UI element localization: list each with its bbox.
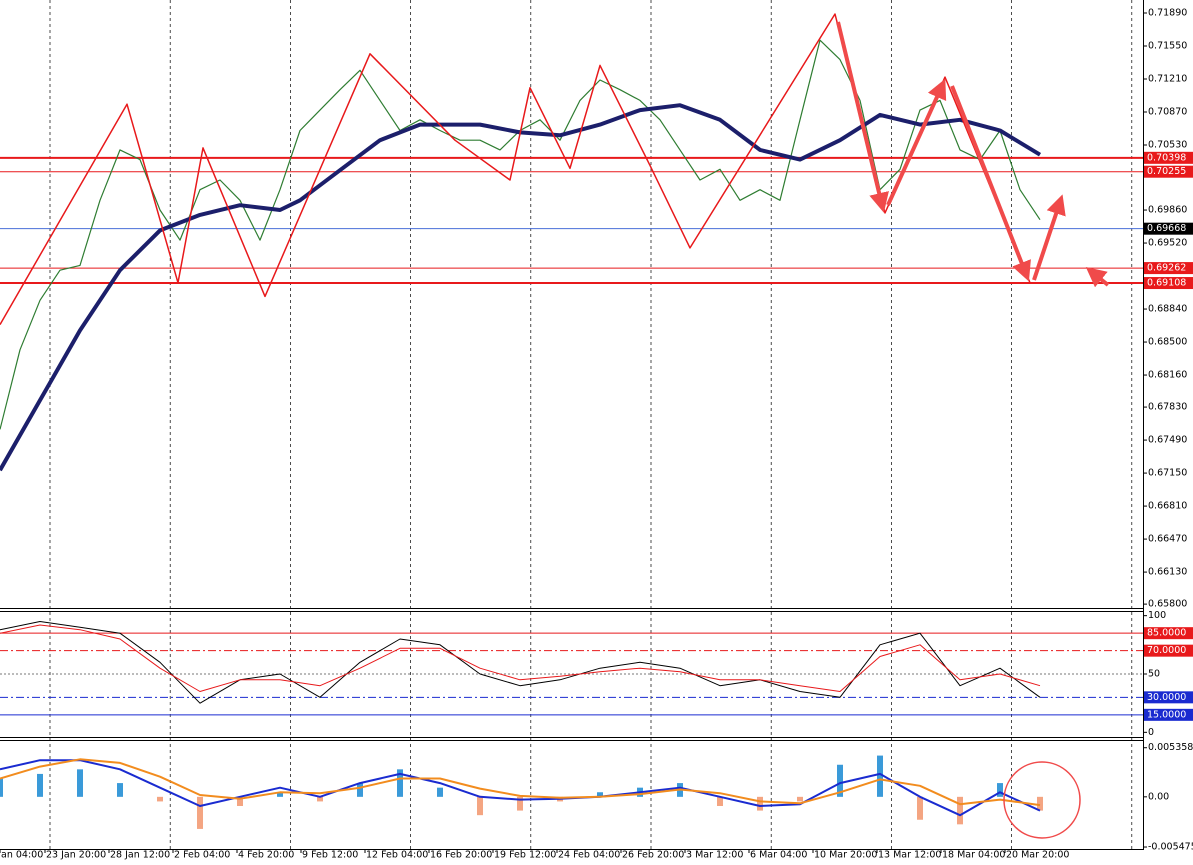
histogram-bar	[877, 755, 883, 797]
histogram-bar	[1037, 796, 1043, 811]
x-tick-label: 13 Mar 12:00	[878, 850, 941, 861]
arrow	[886, 78, 947, 206]
histogram-bar	[797, 796, 803, 802]
x-tick-label: 19 Feb 12:00	[494, 850, 556, 861]
histogram-bar	[437, 787, 443, 797]
histogram-bar	[917, 796, 923, 820]
series-line	[0, 758, 1041, 807]
level-label-box	[1144, 222, 1193, 235]
y-tick-label: 0.71890	[1148, 8, 1187, 19]
frame	[0, 0, 1144, 850]
histogram-bar	[957, 796, 963, 825]
histogram-bar	[237, 796, 243, 806]
level-label-box	[1144, 627, 1193, 640]
y-tick-label: 0.67830	[1148, 402, 1187, 413]
y-tick-label: -0.005475	[1148, 842, 1193, 853]
histogram-bar	[317, 796, 323, 802]
y-tick-label: 0.69520	[1148, 238, 1187, 249]
annotations	[836, 21, 1110, 288]
histogram-bar	[397, 769, 403, 797]
x-tick-label: 12 Feb 04:00	[366, 850, 428, 861]
y-tick-label: 0.71550	[1148, 41, 1187, 52]
series-line	[0, 759, 1041, 817]
x-tick-label: an 04:00	[1, 850, 43, 861]
level-label-box	[1144, 691, 1193, 704]
y-tick-label: 0.71210	[1148, 74, 1187, 85]
histogram-bar	[0, 778, 3, 797]
level-label: 0.69108	[1147, 278, 1186, 289]
y-tick-label: 0.65800	[1148, 599, 1187, 610]
level-label: 15.0000	[1147, 709, 1186, 720]
y-tick-label: 0.66810	[1148, 501, 1187, 512]
arrow	[1085, 266, 1110, 288]
x-tick-label: 20 Mar 20:00	[1006, 850, 1069, 861]
y-tick-label: 0	[1148, 727, 1154, 738]
histogram-bar	[757, 796, 763, 811]
x-tick-label: 4 Feb 20:00	[238, 850, 294, 861]
x-tick-label: 18 Mar 04:00	[942, 850, 1005, 861]
level-label: 85.0000	[1147, 628, 1186, 639]
x-tick-label: 6 Mar 04:00	[750, 850, 807, 861]
histogram-bar	[517, 796, 523, 811]
histogram-bar	[837, 764, 843, 797]
axes: 0.71890 0.71550 0.71210 0.70870 0.70530 0.698…	[0, 8, 1193, 861]
y-tick-label: 0.68840	[1148, 304, 1187, 315]
level-label: 0.70398	[1147, 152, 1186, 163]
y-tick-label: 0.00	[1148, 791, 1169, 802]
x-tick-label: 28 Jan 12:00	[110, 850, 170, 861]
y-tick-label: 100	[1148, 610, 1166, 621]
y-tick-label: 0.66470	[1148, 534, 1187, 545]
x-tick-label: 26 Feb 20:00	[622, 850, 684, 861]
histogram-bar	[997, 783, 1003, 797]
y-tick-label: 0.69860	[1148, 205, 1187, 216]
arrow	[950, 85, 1031, 282]
x-tick-label: 3 Mar 12:00	[686, 850, 743, 861]
x-tick-label: 16 Feb 20:00	[430, 850, 492, 861]
level-label-box	[1144, 644, 1193, 657]
level-label-box	[1144, 708, 1193, 721]
histogram-bar	[597, 792, 603, 797]
level-label: 70.0000	[1147, 645, 1186, 656]
level-label: 0.69668	[1147, 223, 1186, 234]
level-label-box	[1144, 277, 1193, 290]
histogram-bar	[357, 783, 363, 797]
level-label-box	[1144, 262, 1193, 275]
level-label-box	[1144, 151, 1193, 164]
y-tick-label: 0.68160	[1148, 370, 1187, 381]
highlight-circle	[1003, 761, 1081, 839]
level-label: 30.0000	[1147, 692, 1186, 703]
histogram-bar	[477, 796, 483, 816]
x-tick-label: 2 Feb 04:00	[174, 850, 230, 861]
y-tick-label: 0.68500	[1148, 337, 1187, 348]
histogram-bar	[157, 796, 163, 802]
y-tick-label: 50	[1148, 669, 1160, 680]
arrow	[836, 21, 889, 213]
y-tick-label: 0.70870	[1148, 107, 1187, 118]
level-label: 0.70255	[1147, 166, 1186, 177]
x-tick-label: 23 Jan 20:00	[46, 850, 106, 861]
y-tick-label: 0.0053585	[1148, 742, 1193, 753]
y-tick-label: 0.67150	[1148, 468, 1187, 479]
y-tick-label: 0.67490	[1148, 435, 1187, 446]
time-grid	[49, 0, 1133, 850]
histogram-bar	[717, 796, 723, 806]
histogram-bar	[37, 773, 43, 797]
x-tick-label: 9 Feb 12:00	[302, 850, 358, 861]
y-tick-label: 0.70530	[1148, 140, 1187, 151]
y-tick-label: 0.66130	[1148, 567, 1187, 578]
histogram-bar	[77, 769, 83, 797]
level-label-box	[1144, 165, 1193, 178]
histogram-bar	[277, 792, 283, 797]
arrow	[1032, 194, 1066, 281]
x-tick-label: 24 Feb 04:00	[558, 850, 620, 861]
x-tick-label: 10 Mar 20:00	[814, 850, 877, 861]
histogram-bar	[197, 796, 203, 829]
level-label: 0.69262	[1147, 263, 1186, 274]
histogram-bar	[117, 783, 123, 797]
series-line	[0, 624, 1041, 692]
